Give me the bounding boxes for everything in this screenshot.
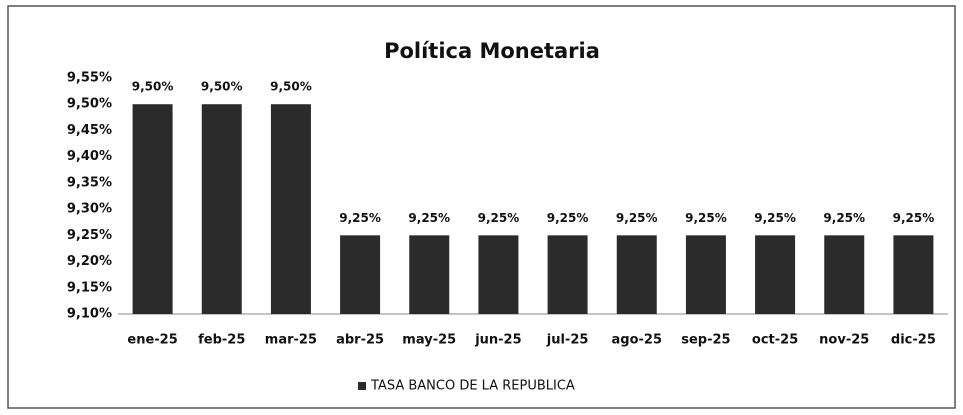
- bar: [478, 235, 519, 314]
- x-tick-label: jul-25: [546, 333, 589, 348]
- bar: [409, 235, 450, 314]
- x-tick-label: ago-25: [612, 333, 663, 348]
- bar: [755, 235, 796, 314]
- value-label: 9,25%: [893, 211, 935, 225]
- x-tick-label: nov-25: [819, 333, 869, 348]
- y-tick-label: 9,40%: [67, 149, 112, 164]
- bar: [547, 235, 588, 314]
- bar: [824, 235, 865, 314]
- value-label: 9,25%: [408, 211, 450, 225]
- x-tick-label: dic-25: [891, 333, 936, 348]
- x-tick-label: may-25: [402, 333, 456, 348]
- x-tick-label: mar-25: [265, 333, 317, 348]
- bar: [132, 104, 173, 314]
- legend-label: TASA BANCO DE LA REPUBLICA: [370, 379, 575, 394]
- value-label: 9,25%: [754, 211, 796, 225]
- value-label: 9,25%: [823, 211, 865, 225]
- x-tick-label: oct-25: [752, 333, 798, 348]
- x-tick-label: ene-25: [127, 333, 177, 348]
- value-label: 9,50%: [270, 80, 312, 94]
- value-label: 9,25%: [616, 211, 658, 225]
- y-tick-label: 9,30%: [67, 202, 112, 217]
- value-label: 9,25%: [339, 211, 381, 225]
- x-tick-label: abr-25: [336, 333, 384, 348]
- y-tick-label: 9,15%: [67, 280, 112, 295]
- chart-title: Política Monetaria: [384, 39, 600, 63]
- legend-swatch: [358, 382, 366, 390]
- value-label: 9,50%: [201, 80, 243, 94]
- bar: [201, 104, 242, 314]
- value-label: 9,25%: [547, 211, 589, 225]
- y-tick-label: 9,50%: [67, 97, 112, 112]
- x-tick-label: jun-25: [474, 333, 521, 348]
- y-tick-label: 9,35%: [67, 175, 112, 190]
- bar: [685, 235, 726, 314]
- y-tick-label: 9,20%: [67, 254, 112, 269]
- y-tick-label: 9,45%: [67, 123, 112, 138]
- bar: [340, 235, 381, 314]
- value-label: 9,25%: [478, 211, 520, 225]
- value-label: 9,50%: [132, 80, 174, 94]
- y-tick-label: 9,10%: [67, 307, 112, 322]
- bar: [270, 104, 311, 314]
- y-tick-label: 9,25%: [67, 228, 112, 243]
- value-label: 9,25%: [685, 211, 727, 225]
- x-tick-label: sep-25: [681, 333, 730, 348]
- bar: [616, 235, 657, 314]
- y-tick-label: 9,55%: [67, 71, 112, 86]
- x-tick-label: feb-25: [198, 333, 245, 348]
- bar: [893, 235, 934, 314]
